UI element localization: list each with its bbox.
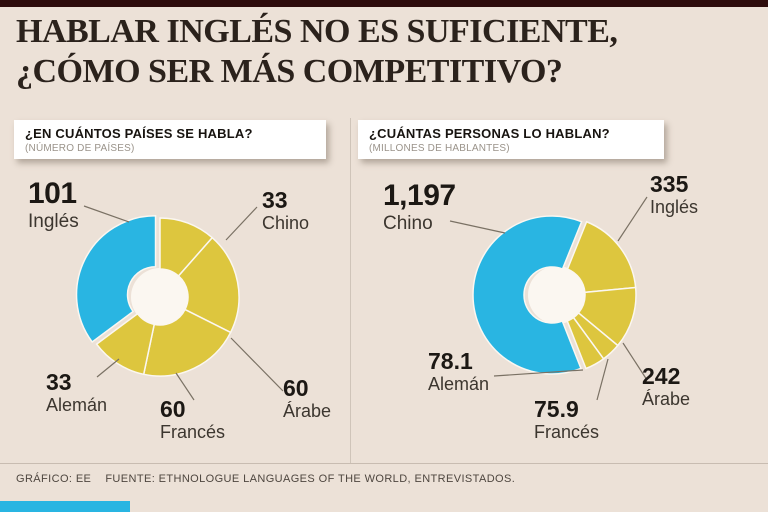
donut-hole	[131, 268, 189, 326]
callout-speakers-arabe: 242 Árabe	[642, 364, 690, 409]
callout-label: Francés	[160, 422, 226, 443]
callout-leader-line	[617, 196, 648, 242]
callout-label: Chino	[262, 213, 310, 234]
callout-countries-chino: 33 Chino	[262, 188, 309, 233]
pie-slice-aleman	[95, 312, 156, 376]
callout-countries-ingles: 101 Inglés	[28, 178, 79, 231]
speakers-donut-chart	[449, 196, 648, 401]
callout-leader-line	[175, 372, 195, 401]
callout-value: 101	[28, 177, 77, 210]
callout-label: Inglés	[28, 210, 79, 232]
callout-value: 1,197	[383, 179, 456, 212]
callout-label: Árabe	[283, 401, 332, 422]
countries-panel-subtitle: (NÚMERO DE PAÍSES)	[25, 143, 135, 154]
callout-value: 75.9	[534, 396, 579, 422]
callout-value: 60	[160, 396, 186, 422]
pie-slice-frances	[142, 308, 232, 377]
callout-label: Chino	[383, 212, 433, 234]
callout-leader-line	[96, 358, 120, 378]
pie-slice-ingles	[75, 215, 157, 344]
callout-leader-line	[225, 206, 258, 241]
callout-label: Francés	[534, 422, 600, 443]
callout-label: Alemán	[46, 395, 108, 416]
callout-speakers-ingles: 335 Inglés	[650, 172, 698, 217]
pie-slice-ingles	[566, 220, 637, 294]
callout-label: Inglés	[650, 197, 699, 218]
footer-source: FUENTE: ETHNOLOGUE LANGUAGES OF THE WORL…	[105, 473, 516, 485]
speakers-panel-title: ¿CUÁNTAS PERSONAS LO HABLAN?	[369, 126, 610, 141]
callout-countries-arabe: 60 Árabe	[283, 376, 331, 421]
speakers-panel-header: ¿CUÁNTAS PERSONAS LO HABLAN? (MILLONES D…	[358, 120, 664, 159]
callout-leader-line	[83, 205, 130, 223]
callout-label: Alemán	[428, 374, 490, 395]
callout-value: 33	[262, 187, 288, 213]
footer-graphic-credit: GRÁFICO: EE	[16, 473, 92, 485]
pie-slice-arabe	[177, 236, 240, 334]
speakers-panel-subtitle: (MILLONES DE HABLANTES)	[369, 143, 510, 154]
callout-leader-line	[622, 342, 648, 381]
callout-value: 33	[46, 369, 72, 395]
top-accent-bar	[0, 0, 768, 7]
callout-value: 78.1	[428, 348, 473, 374]
countries-panel-title: ¿EN CUÁNTOS PAÍSES SE HABLA?	[25, 126, 253, 141]
countries-donut-chart	[75, 205, 284, 401]
page-title-line2: ¿CÓMO SER MÁS COMPETITIVO?	[16, 52, 563, 90]
pie-slice-chino	[472, 215, 583, 375]
bottom-accent-bar	[0, 501, 130, 512]
callout-value: 242	[642, 363, 681, 389]
callout-speakers-frances: 75.9 Francés	[534, 397, 599, 442]
callout-speakers-chino: 1,197 Chino	[383, 180, 456, 233]
countries-panel-header: ¿EN CUÁNTOS PAÍSES SE HABLA? (NÚMERO DE …	[14, 120, 326, 159]
callout-leader-line	[493, 369, 584, 377]
donut-hole	[528, 266, 586, 324]
callout-value: 335	[650, 171, 689, 197]
callout-leader-line	[596, 358, 609, 401]
footer-credits: GRÁFICO: EE FUENTE: ETHNOLOGUE LANGUAGES …	[16, 473, 515, 485]
callout-leader-line	[230, 337, 284, 392]
callout-label: Árabe	[642, 389, 691, 410]
callout-value: 60	[283, 375, 309, 401]
callout-countries-aleman: 33 Alemán	[46, 370, 107, 415]
callout-countries-frances: 60 Francés	[160, 397, 225, 442]
panel-divider-line	[350, 118, 351, 463]
footer-divider-line	[0, 463, 768, 464]
pie-slice-aleman	[566, 316, 605, 370]
page-title: HABLAR INGLÉS NO ES SUFICIENTE, ¿CÓMO SE…	[16, 12, 618, 92]
page-title-line1: HABLAR INGLÉS NO ES SUFICIENTE,	[16, 13, 618, 50]
callout-leader-line	[449, 220, 506, 234]
callout-speakers-aleman: 78.1 Alemán	[428, 349, 489, 394]
